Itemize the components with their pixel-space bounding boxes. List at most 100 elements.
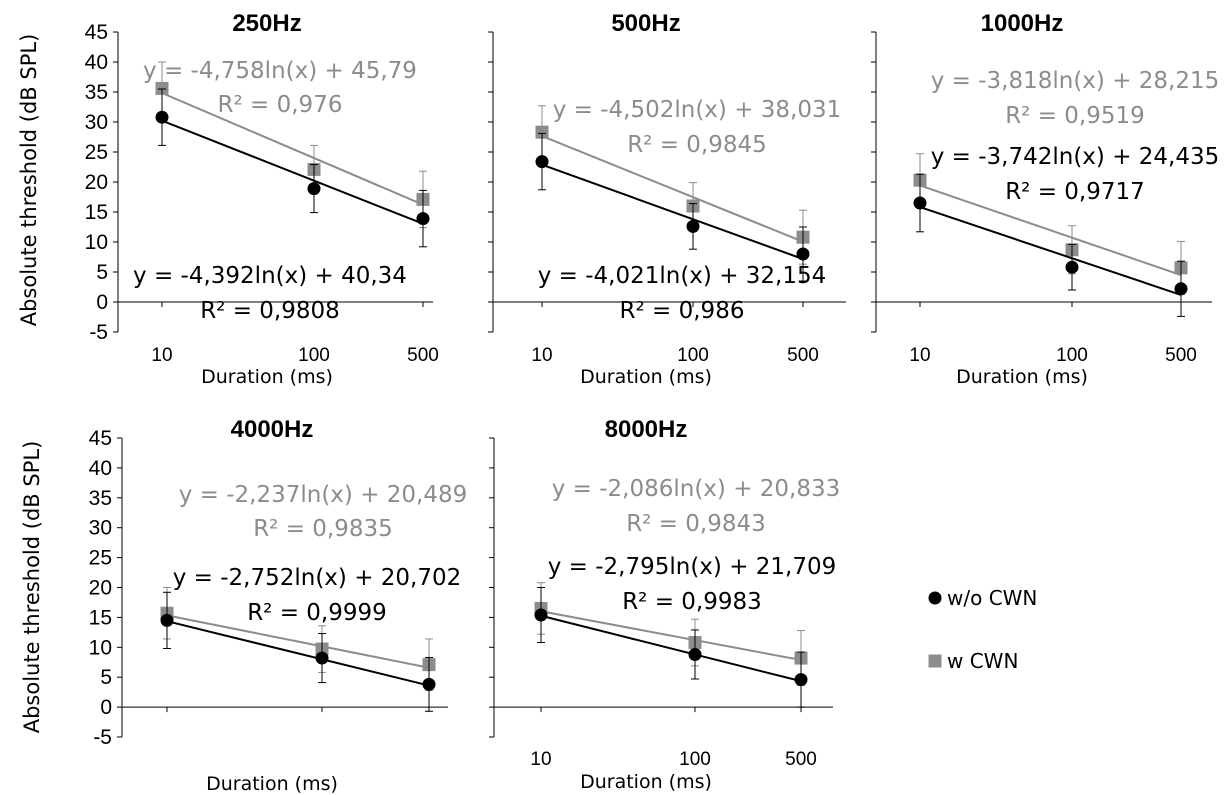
series-wo-cwn: y = -4,021ln(x) + 32,154 R² = 0,986 [535,132,827,324]
trendline [919,206,1182,296]
trendline-r2: R² = 0,9717 [1005,179,1145,205]
series-wo-cwn: y = -2,752ln(x) + 20,702 R² = 0,9999 [160,565,462,712]
data-point-wo-cwn [422,677,436,691]
y-tick-label: 45 [85,21,108,44]
series-wo-cwn: y = -3,742ln(x) + 24,435 R² = 0,9717 [913,144,1220,317]
data-point-wo-cwn [416,212,430,226]
trendline-equation: y = -2,237ln(x) + 20,489 [179,482,468,508]
legend-label: w CWN [947,649,1018,673]
trendline-r2: R² = 0,9999 [247,600,387,626]
y-tick-label: 5 [100,666,112,689]
x-tick-label: 500 [407,345,439,366]
trendline [541,135,804,243]
y-tick-label: 0 [100,696,112,719]
x-tick-label: 500 [785,749,817,770]
trendline [541,163,804,260]
legend: w/o CWN w CWN [928,586,1037,673]
data-point-wo-cwn [794,673,808,687]
data-point-wo-cwn [796,247,810,261]
data-point-wo-cwn [535,155,549,169]
y-axis-label: Absolute threshold (dB SPL) [20,441,44,734]
data-point-wo-cwn [155,110,169,124]
trendline-equation: y = -3,818ln(x) + 28,215 [931,68,1220,94]
data-point-wo-cwn [1065,260,1079,274]
series-wo-cwn: y = -2,795ln(x) + 21,709 R² = 0,9983 [534,554,837,708]
trendline-r2: R² = 0,9843 [626,511,766,537]
series-w-cwn: y = -2,086ln(x) + 20,833 R² = 0,9843 [534,476,841,687]
trendline [540,614,802,683]
trendline [161,119,424,225]
y-tick-label: 45 [89,427,112,450]
y-tick-label: 35 [85,81,108,104]
x-axis-label: Duration (ms) [580,771,712,793]
x-axis-label: Duration (ms) [201,366,333,388]
data-point-wo-cwn [315,651,329,665]
trendline-equation: y = -4,502ln(x) + 38,031 [553,97,842,123]
data-point-w-cwn [155,81,169,95]
y-tick-label: -5 [89,321,108,344]
trendline-equation: y = -3,742ln(x) + 24,435 [931,144,1220,170]
trendline [540,610,802,662]
trendline [919,184,1182,277]
x-tick-label: 10 [151,345,172,366]
chart-title: 500Hz [611,10,680,37]
y-tick-label: 25 [89,547,112,570]
y-axis-label: Absolute threshold (dB SPL) [17,34,41,327]
y-tick-label: 0 [96,291,108,314]
data-point-wo-cwn [534,608,548,622]
y-tick-label: 10 [89,636,112,659]
trendline-r2: R² = 0,9808 [200,298,340,324]
trendline-r2: R² = 0,9845 [627,132,767,158]
data-point-wo-cwn [688,647,702,661]
x-tick-label: 500 [787,345,819,366]
x-tick-label: 100 [677,345,709,366]
x-axis-label: Duration (ms) [580,366,712,388]
trendline-equation: y = -4,021ln(x) + 32,154 [538,263,827,289]
trendline [161,92,424,206]
chart-title: 1000Hz [981,10,1064,37]
legend-marker-circle [928,591,942,605]
chart-panel-1000hz: 1000Hz 10 100 500 Duration (ms) y = -3,818ln(… [871,10,1219,388]
y-tick-label: 40 [85,51,108,74]
trendline-r2: R² = 0,9983 [622,589,762,615]
chart-panel-8000hz: 8000Hz 10 100 500 Duration (ms) y = -2,086ln(… [489,416,840,793]
x-axis-label: Duration (ms) [956,366,1088,388]
y-tick-label: -5 [93,726,112,749]
y-tick-label: 35 [89,487,112,510]
x-tick-label: 10 [909,345,930,366]
trendline [166,620,430,687]
x-tick-label: 10 [531,345,552,366]
chart-title: 8000Hz [605,416,688,443]
trendline [166,614,430,669]
trendline-r2: R² = 0,976 [218,92,343,118]
trendline-equation: y = -2,752ln(x) + 20,702 [173,565,462,591]
series-w-cwn: y = -2,237ln(x) + 20,489 R² = 0,9835 [160,482,468,691]
y-tick-label: 15 [89,606,112,629]
data-point-wo-cwn [160,613,174,627]
chart-panel-500hz: 500Hz 10 100 500 Duration (ms) y = -4,502ln(x… [488,10,846,388]
y-tick-label: 20 [85,171,108,194]
x-tick-label: 100 [298,345,330,366]
y-tick-label: 40 [89,457,112,480]
chart-panel-4000hz: 4000Hz 45 40 35 30 25 20 15 10 5 0 -5 Duration (ms) A… [20,416,467,795]
series-w-cwn: y = -4,502ln(x) + 38,031 R² = 0,9845 [535,97,842,265]
x-tick-label: 500 [1165,345,1197,366]
trendline-equation: y = -4,392ln(x) + 40,34 [133,263,407,289]
legend-item-wo-cwn: w/o CWN [928,586,1037,610]
data-point-w-cwn [535,125,549,139]
trendline-r2: R² = 0,9519 [1005,103,1145,129]
x-tick-label: 100 [679,749,711,770]
chart-panel-250hz: 250Hz 45 40 35 30 25 20 15 10 5 0 -5 10 100 500 Duratio… [17,10,439,388]
x-tick-label: 10 [530,749,551,770]
series-w-cwn: y = -3,818ln(x) + 28,215 R² = 0,9519 [913,68,1220,295]
trendline-r2: R² = 0,9835 [253,516,393,542]
trendline-equation: y = -4,758ln(x) + 45,79 [143,58,417,84]
data-point-wo-cwn [1174,282,1188,296]
trendline-equation: y = -2,795ln(x) + 21,709 [548,554,837,580]
trendline-equation: y = -2,086ln(x) + 20,833 [552,476,841,502]
legend-label: w/o CWN [947,586,1037,610]
y-tick-label: 25 [85,141,108,164]
chart-title: 250Hz [232,10,301,37]
y-tick-label: 20 [89,577,112,600]
